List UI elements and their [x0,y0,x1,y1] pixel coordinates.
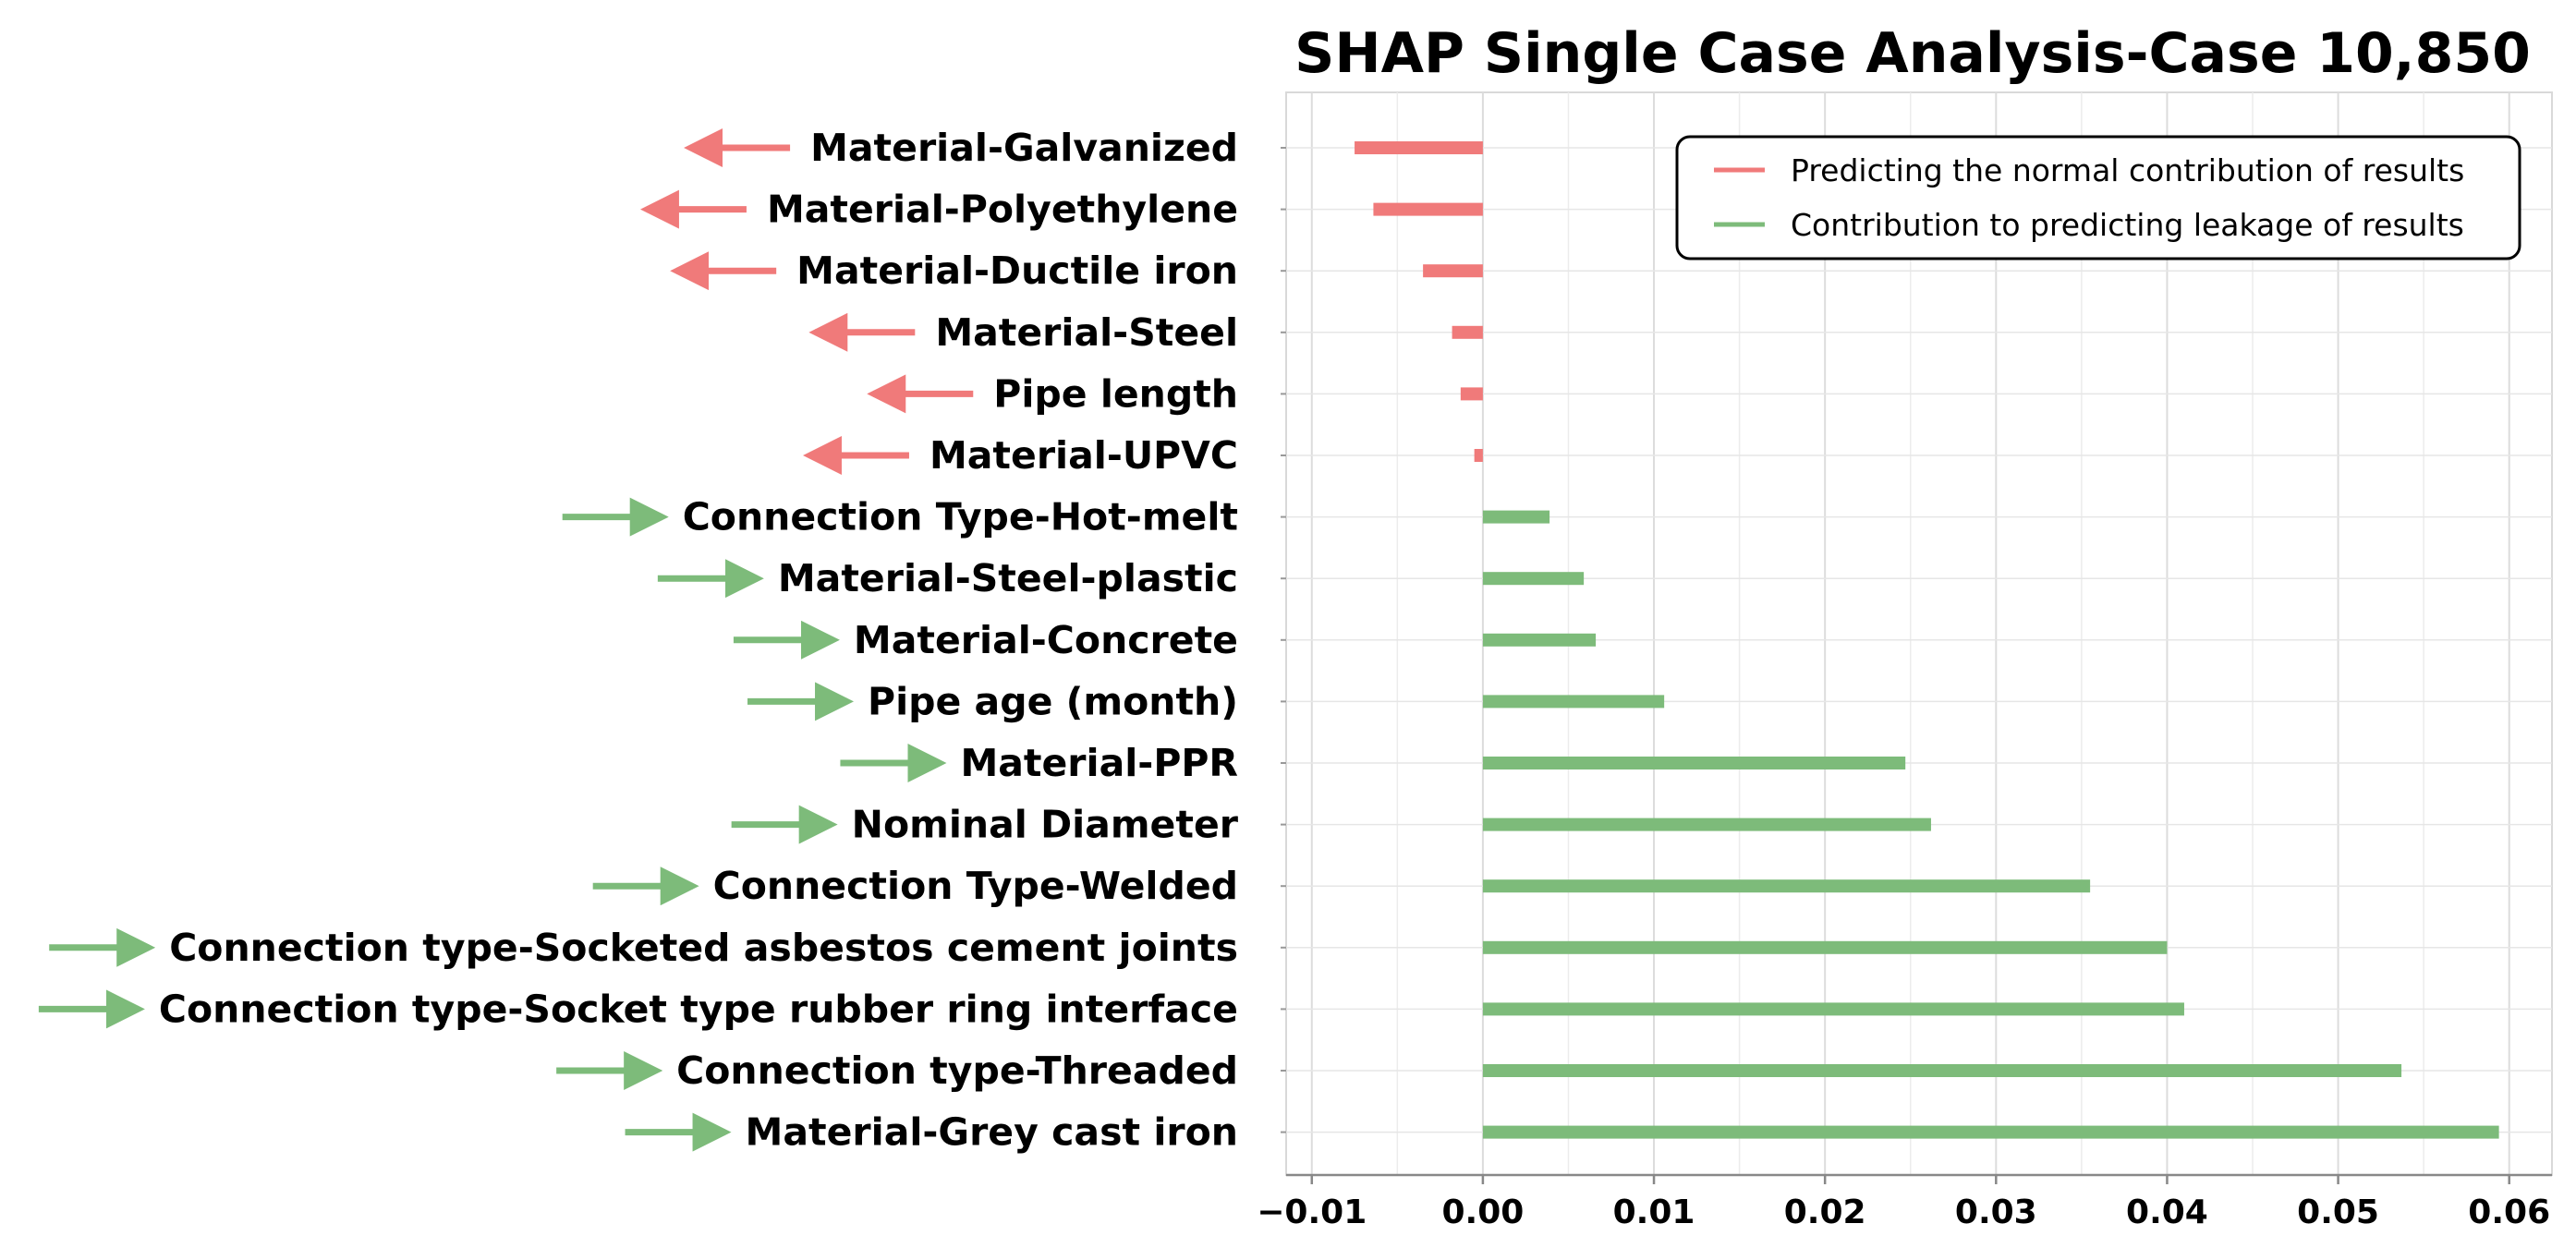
feature-label: Material-Steel-plastic [778,556,1238,600]
legend-box [1675,135,2521,260]
feature-label: Material-PPR [960,741,1238,785]
x-axis: −0.01 0.00 0.01 0.02 0.03 0.04 0.05 0.06 [1257,1173,2552,1231]
bar [1482,572,1585,586]
legend-label-normal: Predicting the normal contribution of re… [1791,152,2464,188]
bar [1482,633,1597,647]
x-tick-label: 0.00 [1441,1193,1524,1231]
bar [1482,1125,2499,1139]
feature-label: Pipe age (month) [868,679,1238,723]
bar [1373,202,1483,216]
bar [1482,1002,2184,1016]
bars [1355,141,2499,1139]
feature-label: Material-Concrete [854,618,1238,662]
x-tick-label: 0.05 [2297,1193,2379,1231]
x-tick-label: 0.01 [1613,1193,1695,1231]
x-tick-label: 0.02 [1784,1193,1866,1231]
feature-label: Nominal Diameter [852,803,1239,847]
bar [1482,1064,2402,1077]
bar [1482,757,1906,769]
feature-label: Connection type-Socket type rubber ring … [159,987,1238,1031]
feature-labels: Material-Galvanized Material-Polyethylene… [159,126,1239,1155]
feature-label: Pipe length [993,371,1238,416]
feature-label: Material-Galvanized [810,126,1238,170]
feature-label: Material-Grey cast iron [746,1110,1238,1155]
legend-label-leakage: Contribution to predicting leakage of re… [1791,207,2464,243]
feature-label: Connection type-Threaded [676,1048,1238,1093]
bar [1474,449,1483,462]
x-tick-label: −0.01 [1257,1193,1367,1231]
x-tick-label: 0.06 [2468,1193,2550,1231]
feature-label: Connection Type-Welded [713,864,1238,908]
chart-title: SHAP Single Case Analysis-Case 10,850 [1294,21,2531,86]
feature-label: Connection Type-Hot-melt [683,495,1238,539]
feature-label: Material-Ductile iron [796,248,1238,293]
bar [1482,940,2168,954]
feature-label: Material-Polyethylene [767,188,1238,232]
bar [1460,387,1483,401]
x-tick-label: 0.04 [2126,1193,2208,1231]
bar [1355,141,1483,154]
x-tick-label: 0.03 [1955,1193,2037,1231]
feature-label: Connection type-Socketed asbestos cement… [169,926,1238,970]
bar [1452,325,1483,339]
bar [1482,510,1550,524]
feature-label: Material-UPVC [930,433,1238,478]
bar [1482,879,2091,893]
bar [1423,264,1483,278]
direction-arrows [38,128,974,1152]
legend: Predicting the normal contribution of re… [1675,135,2521,260]
bar [1482,818,1931,831]
feature-label: Material-Steel [935,310,1238,355]
bar [1482,695,1665,709]
